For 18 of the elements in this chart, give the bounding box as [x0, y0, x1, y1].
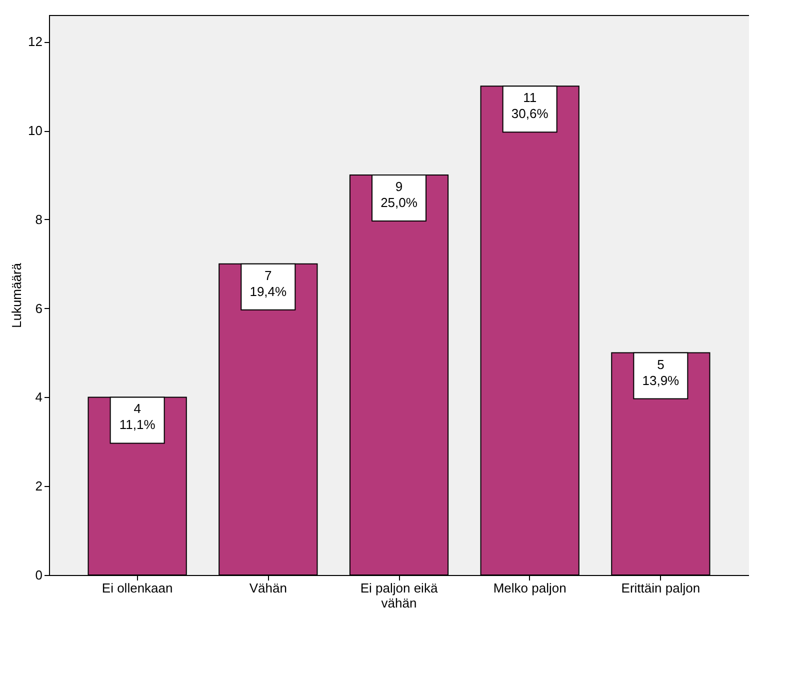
y-axis-title: Lukumäärä — [9, 262, 24, 328]
y-tick-label: 12 — [28, 34, 42, 50]
data-label: 5 13,9% — [642, 356, 680, 388]
y-tick-label: 0 — [35, 568, 42, 582]
x-tick-label: Vähän — [249, 580, 287, 596]
x-tick-label: Melko paljon — [493, 580, 566, 596]
y-tick-label: 2 — [35, 478, 42, 494]
y-tick-label: 10 — [28, 123, 42, 138]
x-tick-label: Ei ollenkaan — [102, 580, 173, 596]
data-label: 4 11,1% — [119, 401, 156, 432]
data-label: 11 30,6% — [511, 90, 549, 122]
y-tick-label: 8 — [35, 212, 42, 227]
data-label: 9 25,0% — [380, 179, 418, 210]
x-tick-label: Ei paljon eikä vähän — [360, 580, 438, 610]
y-tick-label: 6 — [35, 300, 42, 316]
x-tick-label: Erittäin paljon — [621, 580, 700, 596]
y-tick-label: 4 — [35, 390, 42, 405]
data-label: 7 19,4% — [250, 268, 288, 299]
